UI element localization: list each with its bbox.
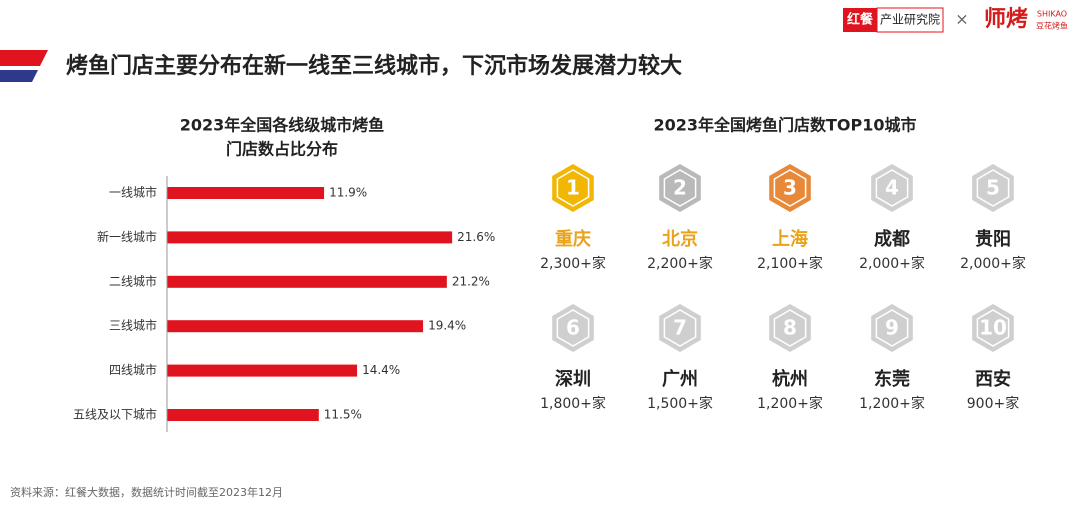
store-count: 2,100+家 (757, 255, 823, 272)
medal-inner (663, 309, 697, 347)
store-count: 2,200+家 (647, 255, 713, 272)
rank: 7 (673, 316, 687, 340)
bar (167, 187, 325, 199)
y-tick-label: 五线及以下城市 (73, 407, 157, 422)
city: 贵阳 (975, 229, 1011, 250)
city: 北京 (662, 228, 698, 250)
medal-inner (773, 309, 807, 347)
brand: 红餐 (847, 12, 874, 28)
value-label: 21.6% (457, 230, 495, 244)
rank: 5 (986, 176, 1000, 200)
store-count: 2,300+家 (540, 255, 606, 272)
rank: 8 (783, 316, 797, 340)
rank: 2 (673, 176, 687, 200)
value-label: 21.2% (452, 274, 490, 288)
partner: 师烤 (984, 6, 1028, 32)
value-label: 14.4% (362, 363, 400, 377)
medal-inner (556, 309, 590, 347)
city: 西安 (975, 368, 1011, 390)
y-tick-label: 二线城市 (109, 273, 157, 288)
rank: 10 (979, 316, 1007, 340)
header-accent (0, 50, 48, 66)
y-tick-label: 一线城市 (109, 185, 157, 200)
city: 重庆 (555, 228, 591, 250)
medal-inner (976, 169, 1010, 207)
city: 杭州 (772, 368, 808, 390)
city: 东莞 (874, 368, 910, 390)
city: 成都 (874, 228, 910, 250)
city: 深圳 (555, 368, 591, 390)
store-count: 1,200+家 (859, 395, 925, 412)
chart-title: 2023年全国各线级城市烤鱼 (180, 116, 385, 135)
bar (167, 409, 319, 421)
partner-sub: 豆花烤鱼 (1036, 21, 1068, 31)
rank: 6 (566, 316, 580, 340)
rank: 1 (566, 176, 580, 200)
page-title: 烤鱼门店主要分布在新一线至三线城市，下沉市场发展潜力较大 (66, 53, 682, 79)
chart-title: 门店数占比分布 (226, 140, 338, 159)
brand-sub-box (876, 7, 944, 33)
store-count: 2,000+家 (960, 255, 1026, 272)
medal-inner (556, 169, 590, 207)
partner-en: SHIKAO (1037, 10, 1067, 19)
store-count: 900+家 (967, 395, 1019, 412)
bar (167, 364, 358, 377)
ranking-title: 2023年全国烤鱼门店数TOP10城市 (653, 116, 916, 135)
medal-inner (976, 309, 1010, 347)
medal-inner (875, 309, 909, 347)
store-count: 1,500+家 (647, 395, 713, 412)
y-tick-label: 新一线城市 (97, 229, 157, 244)
value-label: 11.9% (329, 186, 367, 200)
rank: 4 (885, 176, 899, 200)
bar (167, 320, 424, 333)
value-label: 19.4% (428, 319, 466, 333)
city: 广州 (662, 368, 698, 390)
store-count: 1,800+家 (540, 395, 606, 412)
medal-inner (663, 169, 697, 207)
source: 资料来源：红餐大数据，数据统计时间截至2023年12月 (10, 485, 283, 499)
bar (167, 231, 453, 244)
medal-inner (773, 169, 807, 207)
times: × (955, 10, 968, 29)
medal-inner (875, 169, 909, 207)
rank: 3 (783, 176, 797, 200)
y-tick-label: 三线城市 (109, 318, 157, 333)
y-tick-label: 四线城市 (109, 362, 157, 377)
store-count: 1,200+家 (757, 395, 823, 412)
store-count: 2,000+家 (859, 255, 925, 272)
bar (167, 275, 447, 288)
header-accent (0, 70, 38, 82)
city: 上海 (772, 228, 808, 250)
brand-sub: 产业研究院 (880, 12, 940, 27)
value-label: 11.5% (324, 408, 362, 422)
rank: 9 (885, 316, 899, 340)
brand-box (843, 8, 877, 32)
